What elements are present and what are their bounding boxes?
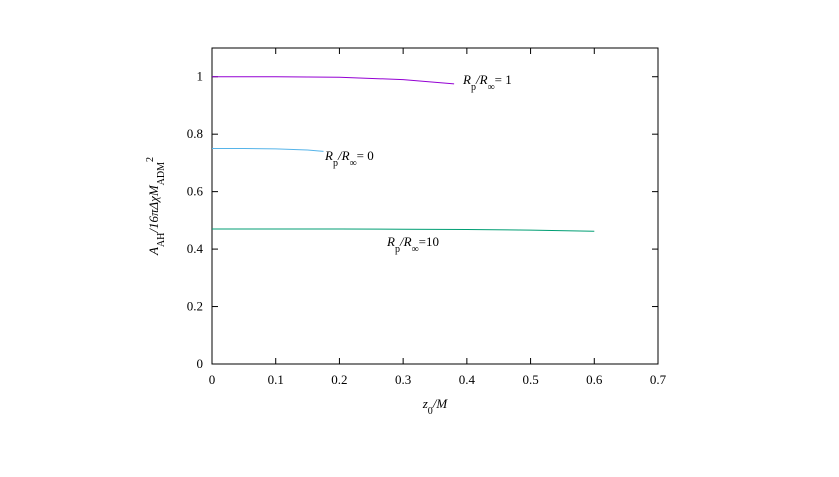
text-part: p: [395, 244, 400, 255]
series-label: Rp/R∞= 0: [324, 148, 374, 169]
y-tick-label: 0.8: [187, 126, 203, 141]
series-label: Rp/R∞=10: [386, 234, 439, 255]
series-line: [212, 76, 455, 85]
text-part: 0: [428, 406, 433, 417]
text-part: ∞: [488, 82, 495, 93]
text-part: ADM: [156, 162, 167, 185]
text-part: 2: [145, 157, 156, 162]
series-line: [212, 148, 324, 152]
text-part: /R: [337, 148, 350, 163]
text-part: R: [462, 72, 471, 87]
text-part: A: [146, 247, 161, 256]
x-tick-label: 0.3: [395, 372, 411, 387]
text-part: p: [471, 82, 476, 93]
y-tick-label: 0.4: [187, 241, 204, 256]
x-tick-label: 0: [209, 372, 216, 387]
text-part: /M: [432, 396, 449, 411]
text-part: R: [386, 234, 395, 249]
x-tick-label: 0.2: [331, 372, 347, 387]
text-part: ∞: [350, 158, 357, 169]
x-tick-label: 0.4: [459, 372, 476, 387]
text-part: /R: [399, 234, 412, 249]
series-label: Rp/R∞= 1: [462, 72, 512, 93]
x-tick-label: 0.7: [650, 372, 667, 387]
x-tick-label: 0.6: [586, 372, 603, 387]
text-part: z: [422, 396, 428, 411]
text-part: ∞: [412, 244, 419, 255]
text-part: = 0: [357, 148, 374, 163]
text-part: /R: [475, 72, 488, 87]
text-part: R: [324, 148, 333, 163]
series-line: [212, 228, 595, 232]
text-part: AH: [156, 233, 167, 247]
x-axis-label: z0/M: [422, 396, 449, 417]
text-part: p: [333, 158, 338, 169]
y-tick-label: 0.2: [187, 299, 203, 314]
plot-frame: [211, 47, 659, 365]
y-axis-label: AAH/16πΔχMADM2: [145, 157, 167, 256]
text-part: =10: [419, 234, 439, 249]
x-tick-label: 0.1: [268, 372, 284, 387]
x-tick-label: 0.5: [522, 372, 538, 387]
text-part: = 1: [495, 72, 512, 87]
y-tick-label: 0.6: [187, 184, 204, 199]
y-tick-label: 0: [197, 356, 204, 371]
y-tick-label: 1: [197, 69, 204, 84]
text-part: /16πΔχM: [146, 184, 161, 233]
